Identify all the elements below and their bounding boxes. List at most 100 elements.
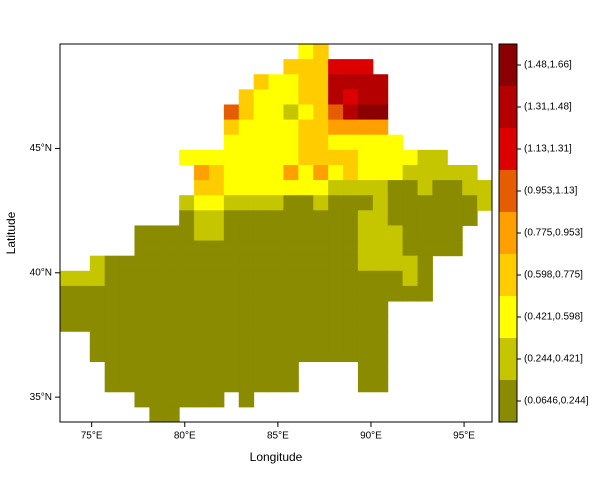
raster-cell	[357, 270, 374, 287]
raster-cell	[149, 316, 165, 332]
raster-cell	[357, 361, 374, 378]
raster-cell	[253, 195, 270, 211]
raster-cell	[447, 195, 463, 211]
raster-cell	[402, 270, 419, 287]
raster-cell	[298, 331, 314, 347]
raster-cell	[149, 346, 165, 363]
raster-cell	[417, 270, 433, 287]
raster-cell	[179, 376, 195, 393]
raster-cell	[298, 134, 314, 151]
raster-cell	[387, 180, 404, 196]
raster-cell	[283, 255, 299, 272]
raster-cell	[238, 210, 255, 226]
colorbar-swatch	[499, 380, 517, 422]
raster-cell	[447, 240, 463, 257]
raster-cell	[387, 240, 404, 257]
raster-cell	[328, 119, 344, 136]
raster-cell	[238, 391, 255, 408]
raster-cell	[253, 285, 270, 302]
raster-cell	[298, 301, 314, 317]
raster-cell	[372, 285, 389, 302]
raster-cell	[432, 180, 448, 196]
raster-cell	[283, 134, 299, 151]
raster-cell	[208, 346, 225, 363]
raster-cell	[372, 331, 389, 347]
raster-cell	[164, 285, 180, 302]
raster-cell	[238, 225, 255, 242]
raster-cell	[417, 180, 433, 196]
raster-cell	[253, 270, 270, 287]
raster-cell	[328, 240, 344, 257]
raster-cell	[328, 104, 344, 121]
raster-cell	[194, 361, 210, 378]
raster-cell	[283, 285, 299, 302]
raster-cell	[402, 210, 419, 226]
raster-cell	[328, 149, 344, 166]
raster-cell	[328, 316, 344, 332]
x-tick-label: 90°E	[360, 431, 382, 442]
raster-cell	[149, 225, 165, 242]
y-axis-title: Latitude	[4, 211, 18, 254]
raster-cell	[253, 301, 270, 317]
raster-cell	[134, 270, 150, 287]
raster-cell	[223, 210, 240, 226]
raster-cell	[313, 331, 329, 347]
x-axis-title: Longitude	[250, 450, 303, 464]
raster-cell	[268, 316, 284, 332]
raster-cell	[447, 210, 463, 226]
raster-cell	[343, 240, 359, 257]
raster-cell	[328, 255, 344, 272]
raster-cell	[372, 301, 389, 317]
raster-cell	[402, 240, 419, 257]
raster-cell	[179, 391, 195, 408]
raster-cell	[298, 44, 314, 60]
raster-cell	[89, 301, 106, 317]
raster-cell	[328, 346, 344, 363]
raster-cell	[298, 59, 314, 75]
raster-cell	[238, 119, 255, 136]
raster-cell	[298, 225, 314, 242]
raster-cell	[164, 225, 180, 242]
raster-cell	[298, 74, 314, 90]
raster-cell	[372, 240, 389, 257]
raster-cell	[253, 225, 270, 242]
raster-cell	[313, 74, 329, 90]
raster-cell	[208, 225, 225, 242]
raster-cell	[60, 285, 76, 302]
raster-cell	[432, 164, 448, 181]
raster-cell	[89, 316, 106, 332]
raster-cell	[372, 195, 389, 211]
raster-cell	[298, 164, 314, 181]
raster-cell	[208, 164, 225, 181]
raster-cell	[298, 104, 314, 121]
raster-cell	[179, 149, 195, 166]
raster-cell	[283, 346, 299, 363]
raster-cell	[402, 180, 419, 196]
raster-cell	[417, 210, 433, 226]
raster-cell	[194, 376, 210, 393]
raster-cell	[179, 195, 195, 211]
raster-cell	[343, 180, 359, 196]
raster-cell	[402, 225, 419, 242]
raster-cell	[104, 376, 121, 393]
raster-cell	[357, 376, 374, 393]
raster-cell	[208, 301, 225, 317]
raster-cell	[149, 285, 165, 302]
raster-cell	[238, 301, 255, 317]
raster-cell	[313, 104, 329, 121]
raster-cell	[104, 255, 121, 272]
raster-cell	[194, 210, 210, 226]
raster-cell	[164, 301, 180, 317]
colorbar-swatch	[499, 86, 517, 128]
raster-cell	[477, 195, 493, 211]
raster-cell	[223, 195, 240, 211]
raster-cell	[223, 346, 240, 363]
raster-cell	[238, 361, 255, 378]
raster-cell	[223, 149, 240, 166]
raster-cell	[253, 74, 270, 90]
raster-cell	[179, 285, 195, 302]
colorbar-swatch	[499, 296, 517, 338]
raster-cell	[432, 149, 448, 166]
y-tick-label: 35°N	[30, 392, 52, 403]
raster-cell	[343, 346, 359, 363]
